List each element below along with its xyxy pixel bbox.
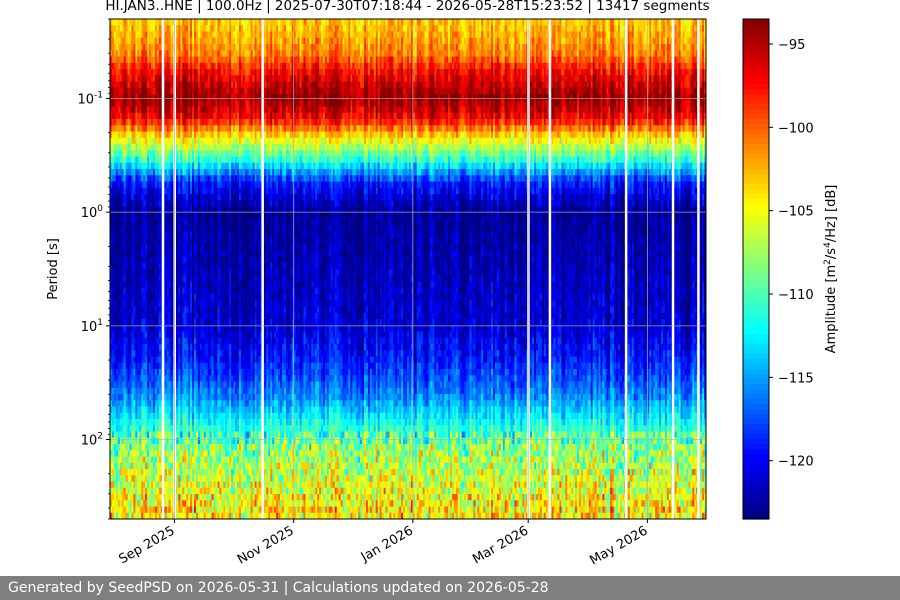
heatmap-cells [110,19,707,520]
spectrogram-chart: Sep 2025 Nov 2025 Jan 2026 Mar 2026 May 2026… [0,0,900,576]
